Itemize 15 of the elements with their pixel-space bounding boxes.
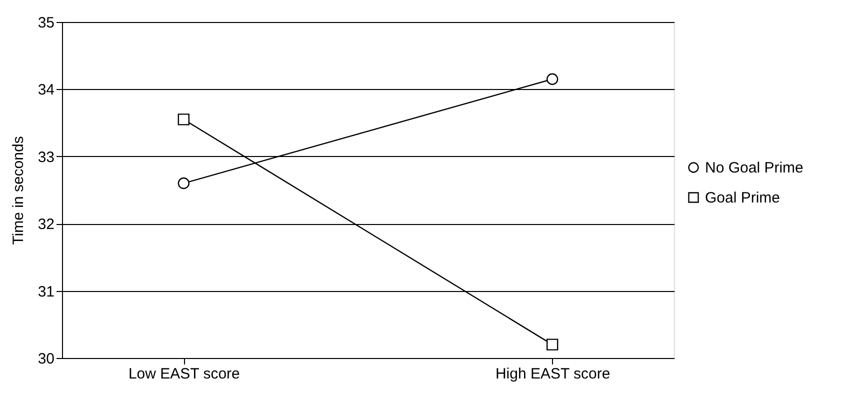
legend-label: No Goal Prime — [705, 160, 804, 176]
y-tick-label: 33 — [38, 148, 54, 166]
y-tick-label: 35 — [38, 14, 54, 32]
x-tick-label: High EAST score — [495, 366, 610, 382]
point — [546, 73, 558, 85]
y-tick-label: 31 — [38, 283, 54, 300]
legend-label: Goal Prime — [705, 190, 780, 206]
x-tick-label: Low EAST score — [128, 366, 240, 382]
point — [178, 177, 190, 190]
point — [546, 338, 558, 350]
y-tick-label: 32 — [38, 216, 54, 234]
point — [178, 114, 190, 126]
y-tick-label: 34 — [38, 82, 54, 99]
y-axis-title: Time in seconds — [10, 136, 27, 245]
y-tick-label: 30 — [38, 350, 54, 368]
